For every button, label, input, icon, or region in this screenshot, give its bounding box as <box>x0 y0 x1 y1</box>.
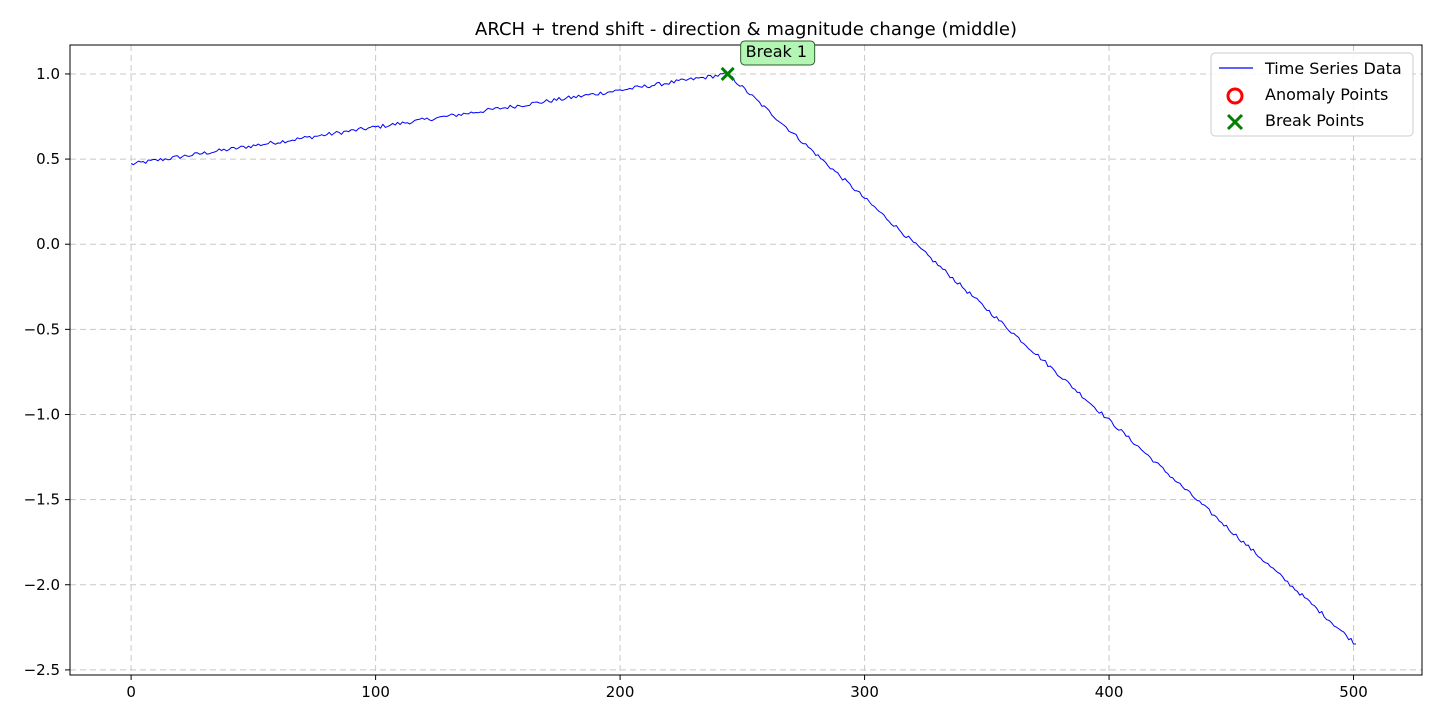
chart-title: ARCH + trend shift - direction & magnitu… <box>475 19 1017 40</box>
plot-area <box>70 45 1422 675</box>
break-annotation-box <box>740 40 816 66</box>
x-tick-label: 100 <box>361 683 390 701</box>
y-tick-label: −2.5 <box>24 661 60 679</box>
legend-label-anomaly: Anomaly Points <box>1265 85 1388 104</box>
x-tick-label: 200 <box>606 683 635 701</box>
y-tick-label: −2.0 <box>24 576 60 594</box>
series-layer <box>130 72 1357 645</box>
x-tick-label: 500 <box>1339 683 1368 701</box>
legend-label-break: Break Points <box>1265 111 1364 130</box>
y-tick-label: 1.0 <box>36 65 60 83</box>
y-tick-label: −0.5 <box>24 320 60 338</box>
legend: Time Series Data Anomaly Points Break Po… <box>1210 52 1414 137</box>
y-axis-ticks: 1.0 0.5 0.0 −0.5 −1.0 −1.5 −2.0 −2.5 <box>24 65 70 679</box>
x-tick-label: 400 <box>1095 683 1124 701</box>
y-tick-label: 0.0 <box>36 235 60 253</box>
legend-box <box>1210 52 1414 137</box>
legend-break-icon <box>1226 113 1244 131</box>
marker-layer <box>720 66 735 82</box>
break-annotation: Break 1 <box>740 40 816 66</box>
legend-label-series: Time Series Data <box>1264 59 1402 78</box>
y-tick-label: −1.5 <box>24 491 60 509</box>
y-tick-label: −1.0 <box>24 405 60 423</box>
legend-anomaly-icon <box>1226 87 1244 105</box>
break-annotation-label: Break 1 <box>746 42 807 61</box>
grid-layer <box>70 45 1422 675</box>
x-tick-label: 300 <box>850 683 879 701</box>
break-marker-stroke <box>720 66 735 82</box>
break-point-marker <box>720 66 735 82</box>
y-tick-label: 0.5 <box>36 150 60 168</box>
x-tick-label: 0 <box>126 683 136 701</box>
x-axis-ticks: 0 100 200 300 400 500 <box>126 675 1368 701</box>
series-line <box>130 72 1357 645</box>
